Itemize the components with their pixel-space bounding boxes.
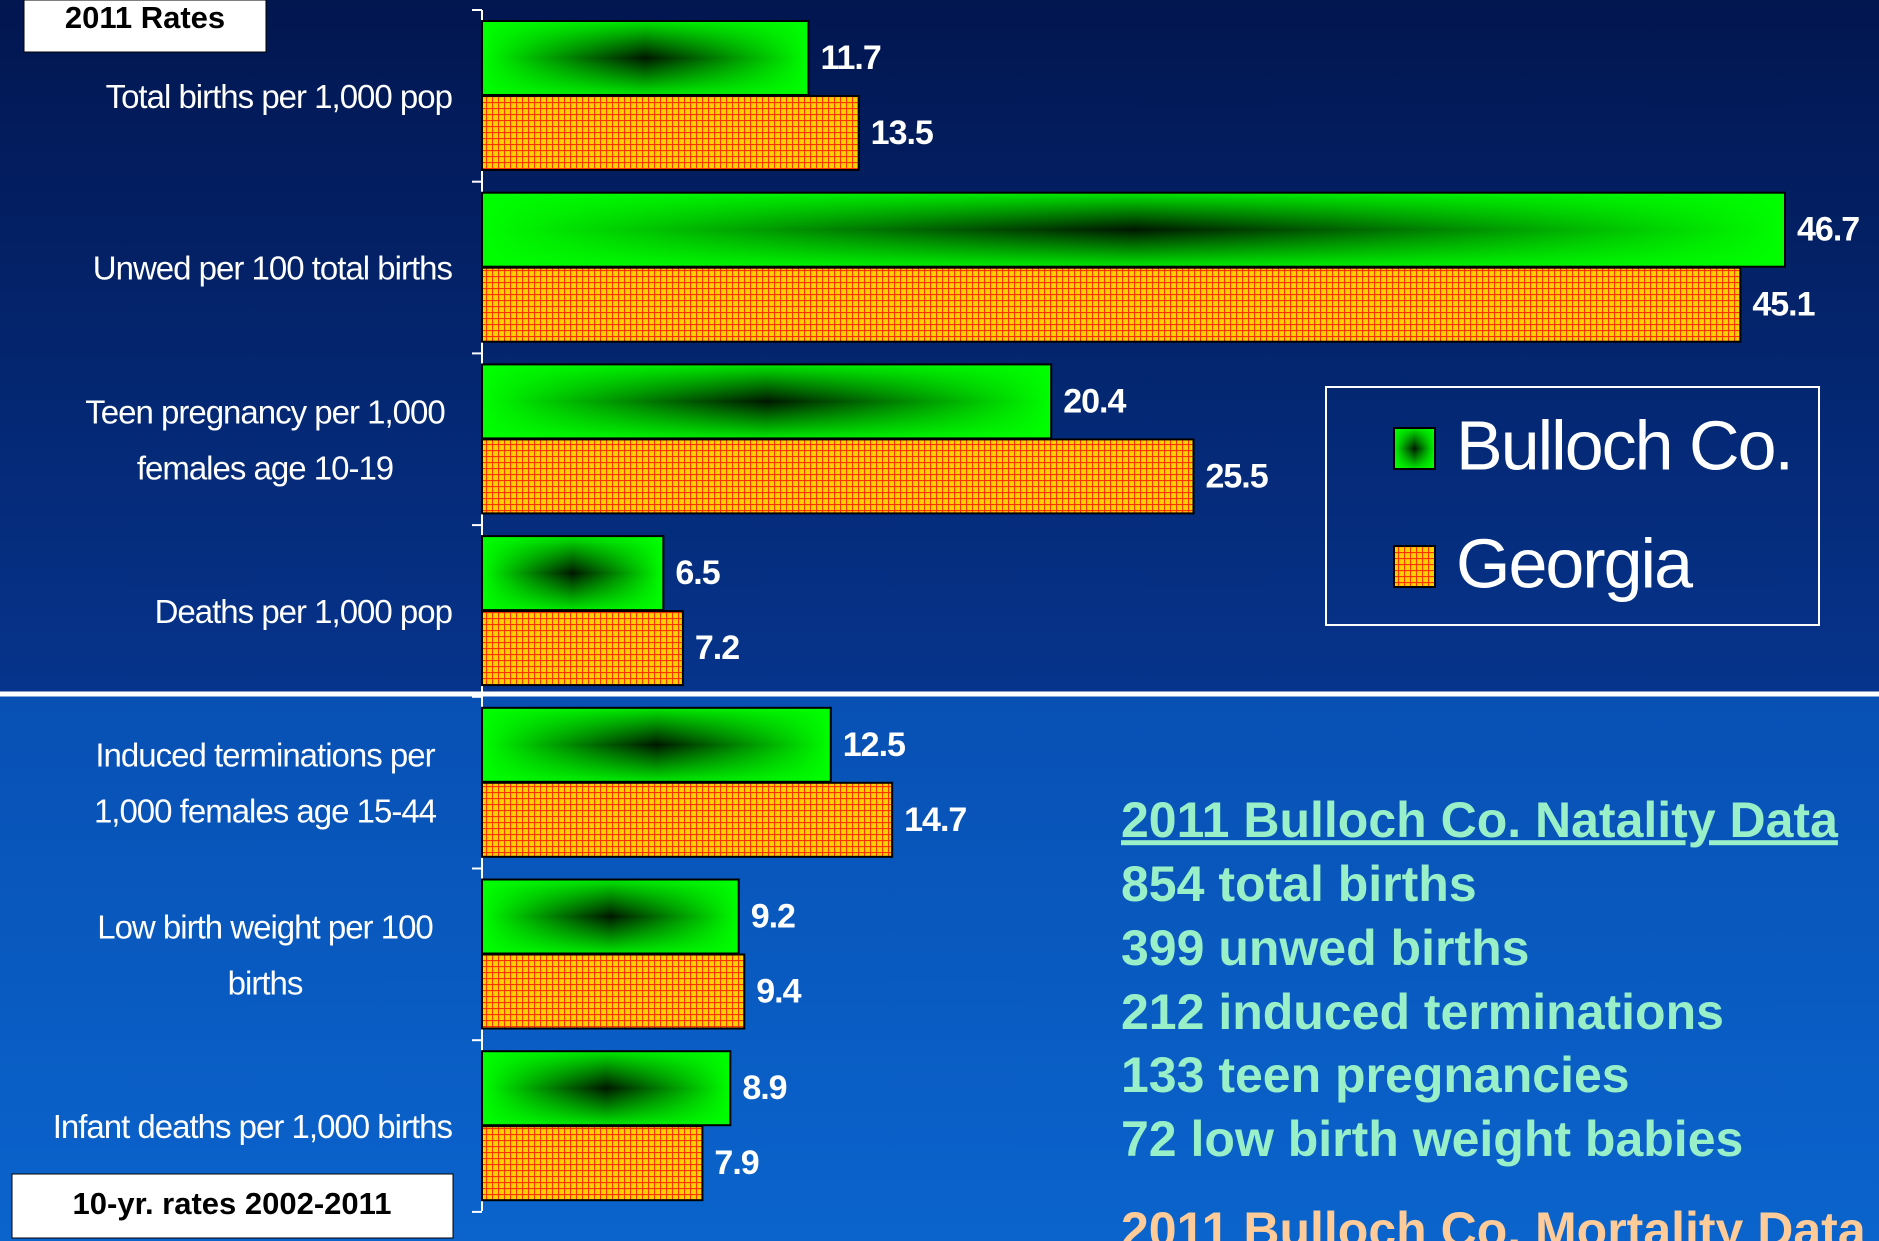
bar	[481, 706, 832, 783]
bar	[481, 781, 894, 858]
natality-line: 212 induced terminations	[1121, 984, 1724, 1040]
bar-outline	[481, 266, 1742, 343]
bar-fill	[482, 192, 1785, 267]
natality-line: 854 total births	[1121, 856, 1477, 912]
bar	[481, 1125, 704, 1202]
legend-box	[1325, 386, 1820, 626]
bar-fill	[482, 1126, 703, 1201]
bar-fill	[482, 954, 745, 1029]
value-label: 14.7	[904, 801, 966, 839]
value-label: 11.7	[820, 39, 880, 77]
bar	[481, 535, 665, 612]
section-label: 10-yr. rates 2002-2011	[73, 1186, 392, 1221]
bar	[481, 20, 810, 96]
bar-outline	[481, 781, 894, 858]
bar	[481, 878, 740, 955]
legend-label: Georgia	[1456, 524, 1693, 602]
value-label: 7.2	[695, 629, 739, 667]
bar	[481, 1050, 732, 1127]
value-label: 45.1	[1752, 286, 1814, 324]
bar	[481, 191, 1786, 268]
bar	[481, 438, 1195, 515]
category-label: Infant deaths per 1,000 births	[53, 1108, 453, 1145]
mortality-title: 2011 Bulloch Co. Mortality Data	[1121, 1202, 1867, 1241]
bar-fill	[482, 267, 1741, 342]
category-label: Induced terminations per 1,000 females ag…	[94, 736, 437, 829]
bar-fill	[482, 536, 664, 611]
bar-outline	[481, 953, 746, 1030]
label-box	[23, 0, 267, 53]
legend-label: Bulloch Co.	[1456, 406, 1792, 484]
legend-swatch	[1394, 546, 1435, 587]
legend-swatch	[1394, 428, 1435, 469]
value-label: 9.2	[751, 897, 795, 935]
bar-fill	[482, 707, 831, 782]
background-top	[0, 0, 1879, 694]
bar	[481, 953, 746, 1030]
section-label: 2011 Rates	[65, 0, 225, 35]
bar	[481, 266, 1742, 343]
bar-outline	[481, 610, 684, 687]
legend-swatch-outline	[1393, 427, 1436, 470]
value-label: 12.5	[843, 726, 905, 764]
value-label: 6.5	[675, 554, 719, 592]
category-label: Unwed per 100 total births	[93, 249, 453, 286]
value-label: 46.7	[1797, 211, 1859, 249]
natality-line: 133 teen pregnancies	[1121, 1047, 1630, 1103]
bar	[481, 95, 860, 171]
value-label: 8.9	[742, 1069, 786, 1107]
legend-swatch-outline	[1393, 545, 1436, 588]
bar-fill	[482, 782, 893, 857]
label-box	[11, 1173, 454, 1239]
bar-fill	[482, 439, 1194, 514]
category-label: Deaths per 1,000 pop	[155, 593, 452, 630]
natality-line: 72 low birth weight babies	[1121, 1111, 1743, 1167]
value-label: 7.9	[714, 1144, 758, 1182]
value-label: 25.5	[1205, 457, 1267, 495]
value-label: 9.4	[756, 972, 801, 1010]
bar-fill	[482, 611, 683, 686]
bar	[481, 610, 684, 687]
value-label: 20.4	[1063, 382, 1126, 420]
bar-outline	[481, 438, 1195, 515]
bar-fill	[482, 96, 859, 170]
bar-fill	[482, 364, 1052, 439]
bar-outline	[481, 95, 860, 171]
natality-title: 2011 Bulloch Co. Natality Data	[1121, 792, 1839, 848]
category-label: Low birth weight per 100 births	[97, 908, 433, 1001]
bar-fill	[482, 879, 739, 954]
category-label: Total births per 1,000 pop	[106, 78, 452, 115]
value-label: 13.5	[871, 114, 933, 152]
bar-fill	[482, 21, 809, 95]
bar	[481, 363, 1053, 440]
category-label: Teen pregnancy per 1,000 females age 10-1…	[85, 393, 445, 486]
background-bottom	[0, 694, 1879, 1241]
natality-line: 399 unwed births	[1121, 920, 1529, 976]
bar-outline	[481, 1125, 704, 1202]
bar-fill	[482, 1051, 731, 1126]
